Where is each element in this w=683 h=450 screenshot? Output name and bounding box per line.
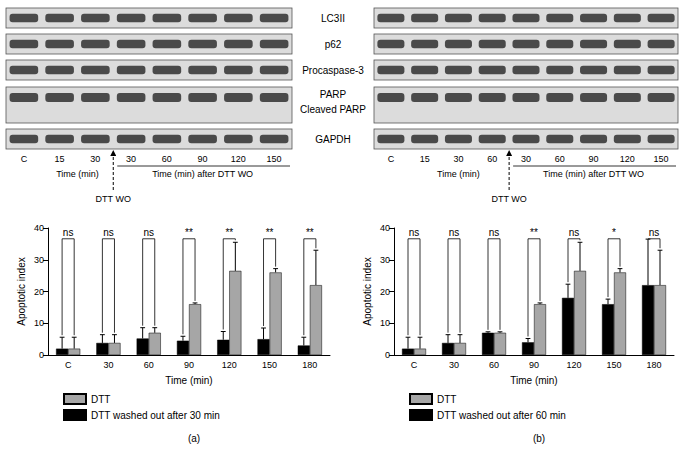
svg-text:C: C (388, 154, 395, 164)
svg-text:**: ** (185, 227, 193, 238)
svg-text:Time (min): Time (min) (56, 169, 99, 179)
svg-text:15: 15 (55, 154, 65, 164)
svg-text:120: 120 (566, 360, 581, 370)
svg-text:**: ** (306, 227, 314, 238)
svg-text:10: 10 (34, 318, 44, 328)
svg-text:p62: p62 (325, 39, 342, 50)
svg-text:(b): (b) (533, 433, 545, 444)
svg-text:*: * (612, 227, 616, 238)
svg-text:ns: ns (569, 227, 580, 238)
svg-text:**: ** (266, 227, 274, 238)
svg-text:60: 60 (144, 360, 154, 370)
svg-text:20: 20 (380, 287, 390, 297)
svg-text:30: 30 (380, 255, 390, 265)
svg-text:ns: ns (63, 227, 74, 238)
svg-text:Time (min): Time (min) (437, 169, 480, 179)
svg-text:PARP: PARP (320, 89, 347, 100)
svg-text:90: 90 (198, 154, 208, 164)
svg-text:C: C (411, 360, 418, 370)
svg-text:30: 30 (126, 154, 136, 164)
svg-text:30: 30 (453, 154, 463, 164)
svg-text:ns: ns (143, 227, 154, 238)
svg-text:ns: ns (449, 227, 460, 238)
svg-text:20: 20 (34, 287, 44, 297)
svg-text:60: 60 (487, 154, 497, 164)
svg-text:60: 60 (489, 360, 499, 370)
svg-text:30: 30 (103, 360, 113, 370)
svg-text:90: 90 (184, 360, 194, 370)
svg-text:150: 150 (262, 360, 277, 370)
svg-text:30: 30 (34, 255, 44, 265)
svg-text:150: 150 (654, 154, 669, 164)
svg-text:Time (min): Time (min) (510, 375, 557, 386)
svg-text:30: 30 (521, 154, 531, 164)
svg-text:ns: ns (649, 227, 660, 238)
svg-text:GAPDH: GAPDH (315, 134, 351, 145)
svg-text:Time (min) after DTT WO: Time (min) after DTT WO (152, 169, 253, 179)
svg-text:**: ** (225, 227, 233, 238)
svg-text:30: 30 (90, 154, 100, 164)
svg-text:DTT washed out after 30 min: DTT washed out after 30 min (91, 410, 220, 421)
svg-text:Cleaved PARP: Cleaved PARP (300, 104, 366, 115)
svg-text:DTT: DTT (437, 394, 456, 405)
svg-text:DTT washed out after 60 min: DTT washed out after 60 min (437, 410, 566, 421)
svg-text:120: 120 (620, 154, 635, 164)
svg-text:ns: ns (409, 227, 420, 238)
svg-text:Apoptotic index: Apoptotic index (16, 257, 27, 325)
svg-text:ns: ns (103, 227, 114, 238)
svg-text:90: 90 (529, 360, 539, 370)
svg-text:150: 150 (267, 154, 282, 164)
svg-text:LC3II: LC3II (321, 13, 345, 24)
svg-text:C: C (65, 360, 72, 370)
svg-text:180: 180 (302, 360, 317, 370)
svg-text:150: 150 (606, 360, 621, 370)
svg-text:0: 0 (385, 350, 390, 360)
svg-text:ns: ns (489, 227, 500, 238)
svg-text:15: 15 (420, 154, 430, 164)
svg-text:60: 60 (555, 154, 565, 164)
svg-text:120: 120 (231, 154, 246, 164)
svg-text:**: ** (530, 227, 538, 238)
svg-text:10: 10 (380, 318, 390, 328)
svg-text:DTT WO: DTT WO (96, 194, 131, 204)
svg-text:40: 40 (34, 223, 44, 233)
svg-text:Time (min) after DTT WO: Time (min) after DTT WO (543, 169, 644, 179)
svg-text:C: C (21, 154, 28, 164)
svg-text:40: 40 (380, 223, 390, 233)
svg-text:30: 30 (449, 360, 459, 370)
svg-text:DTT: DTT (91, 394, 110, 405)
svg-text:Time (min): Time (min) (165, 375, 212, 386)
svg-text:0: 0 (39, 350, 44, 360)
svg-text:(a): (a) (188, 433, 200, 444)
svg-text:180: 180 (646, 360, 661, 370)
svg-text:90: 90 (589, 154, 599, 164)
svg-text:Procaspase-3: Procaspase-3 (302, 65, 364, 76)
svg-text:60: 60 (162, 154, 172, 164)
svg-text:Apoptotic index: Apoptotic index (362, 257, 373, 325)
svg-text:120: 120 (222, 360, 237, 370)
svg-text:DTT WO: DTT WO (491, 194, 526, 204)
